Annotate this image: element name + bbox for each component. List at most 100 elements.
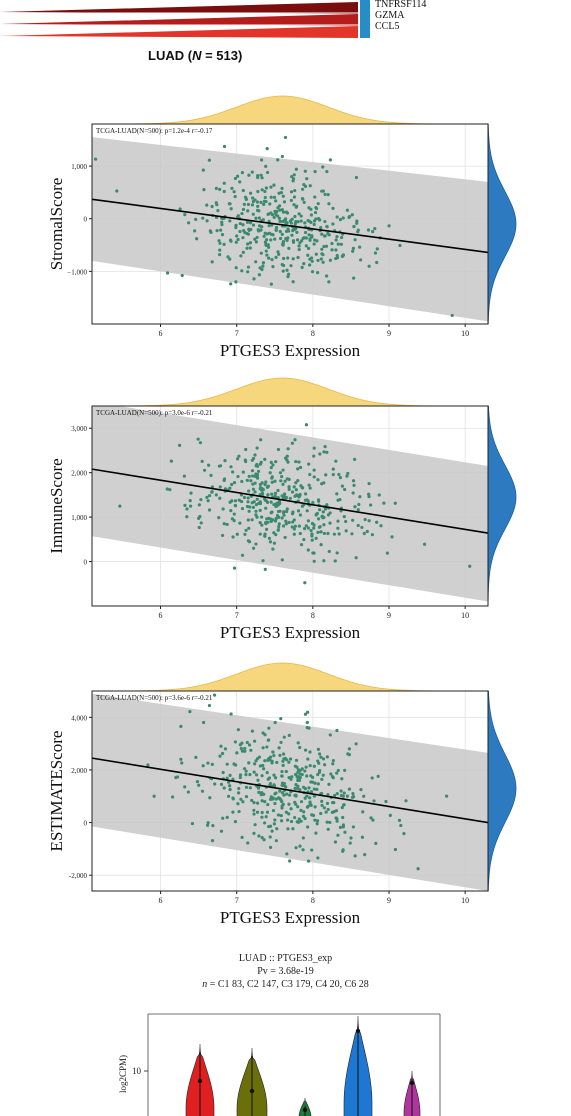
scatter-point: [272, 822, 277, 826]
scatter-point: [359, 258, 363, 262]
scatter-point: [308, 263, 312, 267]
scatter-point: [278, 236, 283, 241]
scatter-point: [215, 229, 219, 233]
y-tick-label: −1,000: [67, 268, 87, 276]
scatter-point: [244, 769, 248, 773]
scatter-point: [240, 835, 244, 839]
scatter-point: [182, 474, 186, 478]
scatter-point: [341, 253, 346, 257]
scatter-point: [284, 810, 288, 814]
scatter-point: [249, 479, 253, 483]
scatter-point: [259, 158, 264, 162]
scatter-point: [287, 485, 291, 489]
scatter-point: [327, 202, 331, 206]
scatter-point: [310, 848, 314, 852]
scatter-point: [183, 785, 187, 789]
scatter-point: [299, 819, 303, 823]
scatter-point: [326, 513, 331, 517]
scatter-point: [269, 238, 273, 242]
regression-line: [92, 198, 488, 254]
scatter-point: [320, 232, 324, 236]
scatter-point: [220, 533, 225, 538]
scatter-point: [284, 519, 288, 523]
scatter-point: [254, 240, 258, 244]
scatter-point: [218, 252, 222, 257]
scatter-point: [340, 235, 344, 240]
scatter-point: [255, 235, 259, 240]
scatter-point: [388, 813, 392, 817]
scatter-point: [354, 742, 358, 746]
scatter-point: [317, 761, 321, 765]
scatter-point: [202, 468, 207, 472]
scatter-point: [296, 479, 300, 483]
scatter-point: [304, 244, 308, 248]
scatter-point: [269, 282, 273, 286]
x-tick-label: 10: [461, 896, 469, 905]
scatter-point: [315, 787, 319, 791]
scatter-point: [306, 253, 310, 257]
scatter-point: [281, 802, 285, 807]
scatter-point: [274, 225, 279, 230]
scatter-point: [231, 796, 235, 800]
cohort-name: LUAD: [148, 48, 185, 63]
scatter-point: [307, 233, 311, 237]
gene-label-2: GZMA: [375, 10, 405, 21]
scatter-point: [275, 760, 279, 765]
scatter-point: [190, 821, 195, 826]
scatter-point: [246, 500, 250, 504]
scatter-point: [264, 249, 268, 253]
scatter-point: [346, 471, 350, 476]
scatter-point: [309, 528, 313, 533]
scatter-point: [200, 459, 204, 463]
scatter-point: [286, 275, 290, 279]
violin-title-block: LUAD :: PTGES3_exp Pv = 3.68e-19 n = C1 …: [0, 952, 571, 991]
scatter-point: [261, 559, 265, 563]
scatter-point: [254, 503, 259, 507]
scatter-point: [374, 841, 378, 846]
scatter-point: [228, 787, 232, 792]
scatter-point: [345, 474, 349, 478]
scatter-point: [342, 514, 346, 519]
scatter-point: [323, 219, 327, 224]
scatter-point: [304, 524, 308, 528]
scatter-point: [345, 794, 350, 798]
scatter-point: [341, 815, 345, 820]
scatter-point: [369, 816, 373, 820]
red-wedge-2: [0, 14, 358, 26]
scatter-point: [239, 254, 243, 258]
scatter-point: [289, 221, 293, 225]
scatter-point: [267, 824, 271, 829]
scatter-point: [238, 773, 243, 777]
scatter-point: [219, 228, 223, 232]
scatter-point: [247, 509, 251, 513]
scatter-point: [316, 747, 320, 751]
y-tick-label: 2,000: [71, 767, 87, 775]
scatter-point: [350, 532, 354, 536]
scatter-point: [245, 478, 249, 482]
scatter-point: [304, 423, 309, 427]
gene-label-3: CCL5: [375, 21, 400, 32]
red-wedge-1: [0, 2, 358, 14]
scatter-point: [298, 745, 302, 750]
scatter-point: [300, 767, 304, 771]
scatter-point: [303, 184, 308, 188]
scatter-point: [329, 772, 333, 776]
violin-panel: 10 log2CPM): [118, 1013, 441, 1116]
scatter-point: [280, 558, 284, 562]
scatter-point: [276, 813, 281, 817]
scatter-point: [272, 753, 276, 758]
scatter-point: [232, 512, 236, 516]
scatter-point: [207, 508, 212, 512]
scatter-point: [306, 825, 310, 829]
scatter-point: [372, 799, 376, 803]
scatter-point: [263, 483, 267, 487]
scatter-point: [331, 758, 335, 763]
scatter-point: [336, 833, 340, 837]
scatter-point: [251, 482, 255, 486]
scatter-point: [320, 803, 324, 808]
scatter-point: [219, 829, 224, 833]
scatter-point: [236, 791, 241, 795]
scatter-point: [260, 836, 264, 840]
scatter-point: [218, 754, 222, 758]
scatter-point: [294, 773, 298, 777]
